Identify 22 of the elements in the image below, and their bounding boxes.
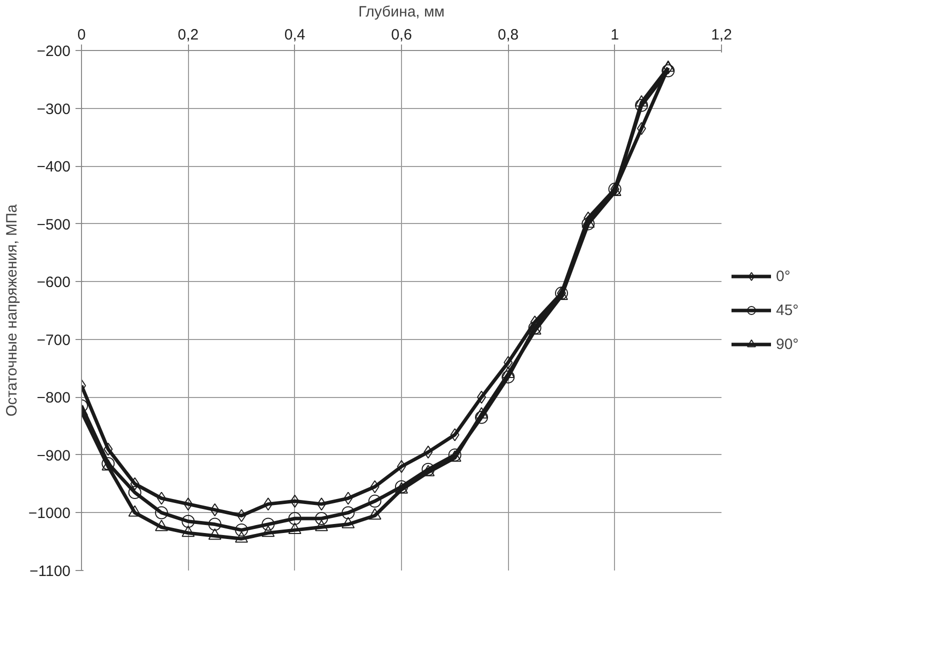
y-tick-label: −900 xyxy=(36,447,71,464)
legend-label: 90° xyxy=(776,336,799,352)
x-tick-label: 1 xyxy=(610,26,620,44)
y-tick-label: −400 xyxy=(36,158,71,176)
x-tick-label: 0,8 xyxy=(498,26,519,44)
y-tick-label: −200 xyxy=(36,43,71,60)
legend-label: 0° xyxy=(776,268,792,284)
y-tick-label: −800 xyxy=(36,390,71,407)
y-tick-label: −300 xyxy=(36,100,71,118)
y-tick-label: −1000 xyxy=(28,505,71,522)
y-tick-label: −700 xyxy=(36,332,71,349)
x-axis-title: Глубина, мм xyxy=(358,4,445,20)
x-tick-label: 0,4 xyxy=(284,26,306,44)
y-axis-title: Остаточные напряжения, МПа xyxy=(3,204,20,417)
x-tick-label: 1,2 xyxy=(711,26,732,44)
y-tick-label: −500 xyxy=(36,216,71,234)
x-tick-label: 0,2 xyxy=(178,26,199,44)
y-tick-label: −1100 xyxy=(29,563,70,580)
legend-label: 45° xyxy=(776,302,799,318)
y-tick-label: −600 xyxy=(36,274,71,292)
x-tick-label: 0,6 xyxy=(391,26,412,44)
x-tick-label: 0 xyxy=(77,26,86,44)
